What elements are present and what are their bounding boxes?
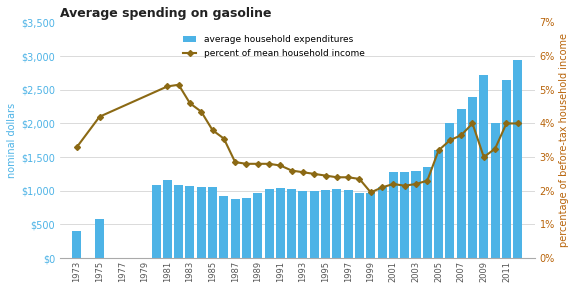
Bar <box>321 190 330 258</box>
Bar <box>445 123 454 258</box>
Bar <box>242 198 251 258</box>
Bar <box>468 97 477 258</box>
Bar <box>423 167 432 258</box>
Bar <box>344 190 353 258</box>
Bar <box>253 193 262 258</box>
Text: Average spending on gasoline: Average spending on gasoline <box>60 7 271 20</box>
Bar <box>400 172 409 258</box>
Bar <box>310 191 319 258</box>
Bar <box>491 123 499 258</box>
Bar <box>287 189 296 258</box>
Y-axis label: percentage of before-tax household income: percentage of before-tax household incom… <box>559 33 569 247</box>
Bar <box>151 185 161 258</box>
Bar <box>174 185 183 258</box>
Bar <box>355 193 364 258</box>
Bar <box>163 180 172 258</box>
Y-axis label: nominal dollars: nominal dollars <box>7 103 17 178</box>
Bar <box>366 193 376 258</box>
Bar <box>332 189 342 258</box>
Bar <box>457 109 466 258</box>
Bar <box>197 187 206 258</box>
Bar <box>434 150 443 258</box>
Bar <box>230 199 240 258</box>
Bar <box>411 171 420 258</box>
Bar <box>185 186 195 258</box>
Bar <box>377 187 386 258</box>
Bar <box>264 189 274 258</box>
Bar <box>95 219 104 258</box>
Bar <box>298 191 308 258</box>
Bar <box>276 188 285 258</box>
Bar <box>389 172 398 258</box>
Bar <box>502 80 511 258</box>
Legend: average household expenditures, percent of mean household income: average household expenditures, percent … <box>179 32 368 62</box>
Bar <box>73 231 81 258</box>
Bar <box>208 187 217 258</box>
Bar <box>513 60 522 258</box>
Bar <box>479 75 488 258</box>
Bar <box>219 196 228 258</box>
